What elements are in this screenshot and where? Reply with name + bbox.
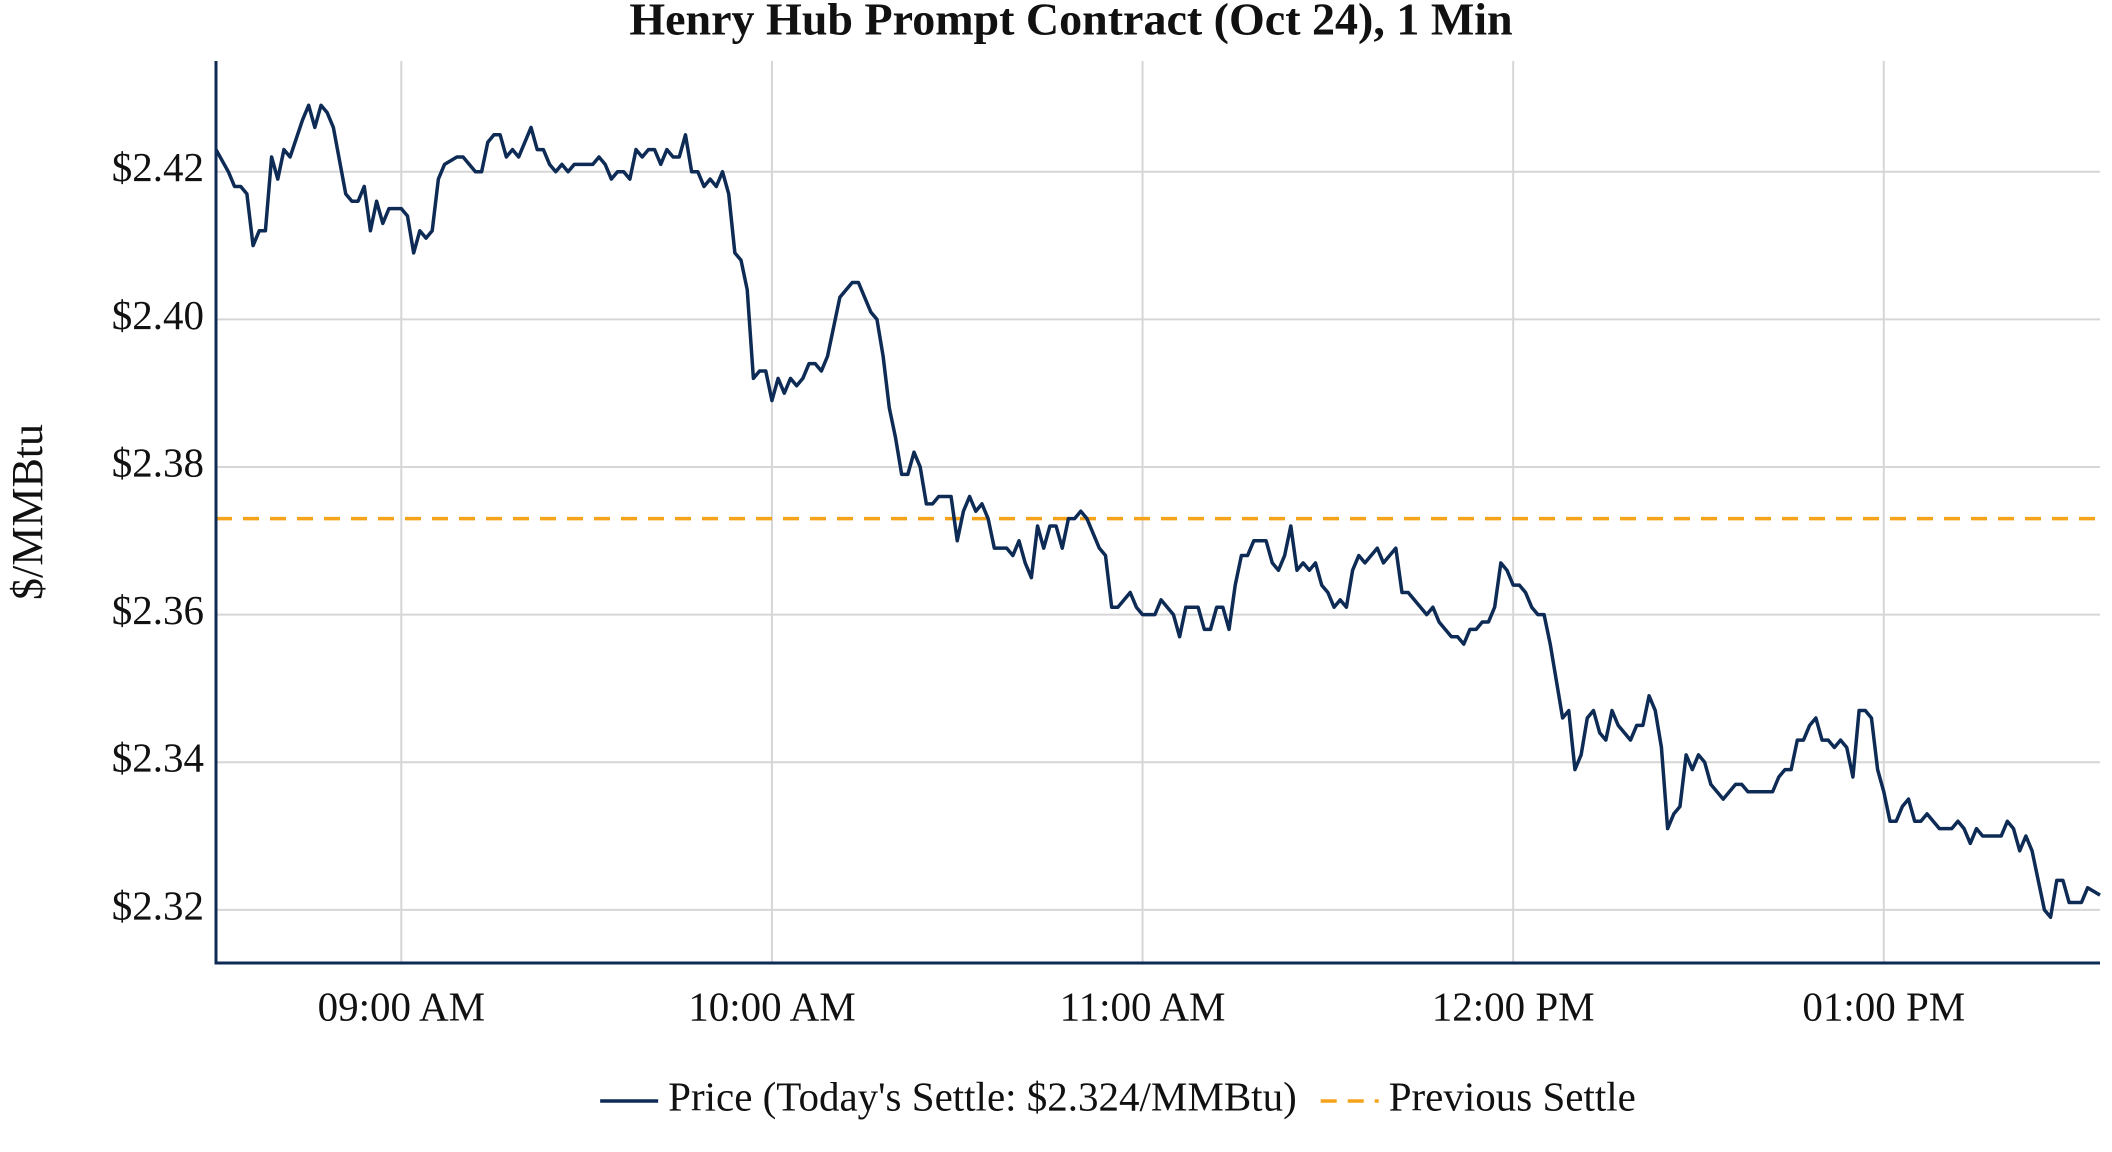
x-tick-label: 11:00 AM [1060, 983, 1226, 1029]
chart-title: Henry Hub Prompt Contract (Oct 24), 1 Mi… [629, 0, 1512, 45]
y-axis-label: $/MMBtu [3, 424, 52, 600]
price-line [214, 103, 2101, 919]
legend-label: Price (Today's Settle: $2.324/MMBtu) [668, 1073, 1297, 1119]
x-tick-label: 09:00 AM [318, 983, 485, 1029]
x-tick-label: 10:00 AM [688, 983, 855, 1029]
y-tick-label: $2.40 [112, 292, 204, 338]
y-tick-label: $2.34 [112, 735, 204, 781]
legend: Price (Today's Settle: $2.324/MMBtu) Prev… [600, 1073, 1636, 1119]
y-tick-label: $2.32 [112, 882, 204, 928]
y-tick-label: $2.38 [112, 439, 204, 485]
x-tick-label: 12:00 PM [1432, 983, 1595, 1029]
y-tick-label: $2.36 [112, 587, 204, 633]
x-tick-label: 01:00 PM [1802, 983, 1965, 1029]
y-tick-label: $2.42 [112, 144, 204, 190]
legend-label: Previous Settle [1389, 1073, 1636, 1119]
